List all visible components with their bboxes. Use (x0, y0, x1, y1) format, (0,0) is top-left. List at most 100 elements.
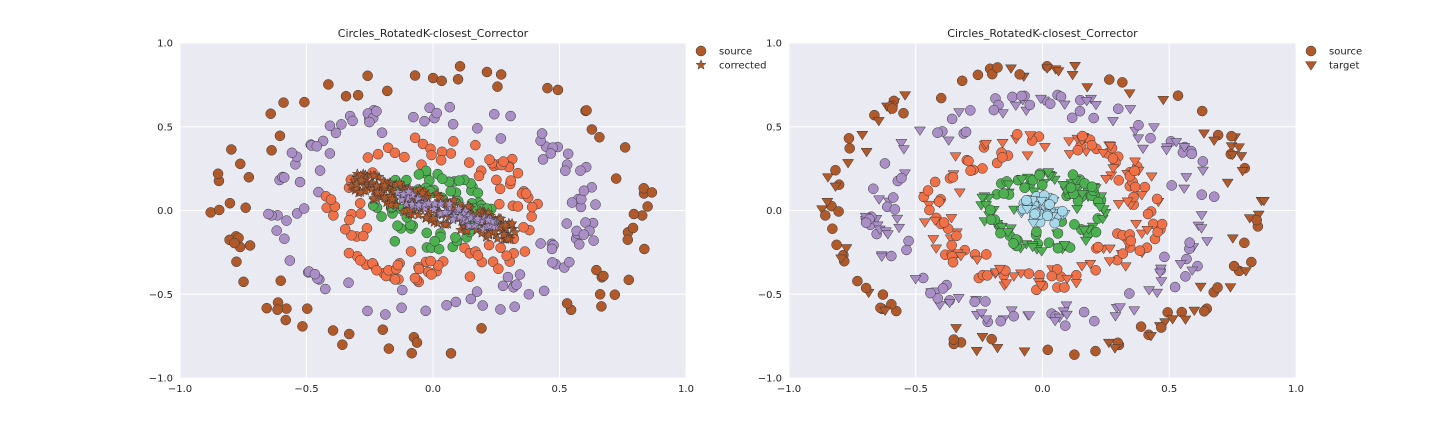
source-point (1186, 148, 1198, 160)
source-point (340, 90, 352, 102)
source-point (1011, 128, 1023, 140)
source-point (505, 175, 517, 186)
target-point (945, 214, 958, 224)
source-point (355, 255, 366, 266)
target-point (1109, 312, 1122, 322)
source-point (324, 148, 336, 159)
source-point (889, 204, 901, 215)
target-point (1143, 286, 1156, 296)
target-point (1052, 67, 1065, 77)
target-point (970, 347, 983, 357)
source-point (492, 81, 503, 92)
target-point (1057, 181, 1070, 191)
source-point (275, 275, 286, 286)
target-point (1009, 101, 1022, 111)
source-point (562, 148, 574, 160)
source-point (1044, 98, 1056, 109)
source-point (494, 198, 505, 210)
source-point (1180, 271, 1191, 282)
source-point (1042, 344, 1054, 356)
source-point (362, 70, 373, 82)
source-point (639, 243, 650, 255)
source-point (495, 304, 506, 315)
source-point (830, 164, 841, 176)
target-point (980, 139, 993, 150)
target-point (1196, 166, 1209, 177)
source-point (1031, 226, 1042, 237)
source-point (372, 148, 384, 160)
source-point (472, 187, 484, 199)
corrected-point (472, 213, 484, 224)
source-point (1246, 256, 1257, 268)
source-point (598, 270, 609, 282)
target-point (1041, 64, 1054, 74)
legend-label: target (1329, 61, 1359, 72)
source-point (1124, 288, 1135, 299)
source-point (481, 66, 493, 78)
source-point (1169, 281, 1181, 293)
target-point (1001, 228, 1014, 238)
target-point (918, 218, 931, 228)
source-point (1008, 310, 1020, 322)
target-point (1023, 311, 1036, 321)
source-point (542, 82, 553, 94)
source-point (441, 300, 452, 311)
source-point (265, 108, 276, 119)
target-point (1063, 137, 1076, 147)
source-point (512, 201, 524, 212)
target-point (1018, 347, 1031, 357)
target-point (1195, 224, 1208, 234)
target-point (996, 109, 1009, 119)
source-point (986, 333, 997, 345)
target-point (1034, 94, 1047, 105)
source-point (445, 185, 457, 197)
corrected-point (413, 199, 425, 210)
legend-marker (695, 59, 707, 70)
source-point (325, 194, 337, 205)
source-point (484, 154, 495, 165)
target-point (1080, 97, 1093, 107)
source-point (1107, 153, 1119, 164)
corrected-point (439, 206, 451, 218)
target-point (879, 306, 891, 317)
source-point (450, 232, 461, 243)
target-point (1005, 64, 1017, 74)
source-point (1034, 170, 1045, 181)
source-point (1042, 210, 1053, 222)
source-point (452, 74, 464, 85)
source-point (224, 197, 236, 209)
source-point (1184, 237, 1195, 248)
source-point (261, 302, 272, 314)
source-point (406, 347, 417, 359)
source-point (444, 101, 456, 113)
target-point (1027, 219, 1040, 229)
source-point (421, 227, 433, 239)
target-point (1195, 211, 1208, 221)
source-point (330, 127, 342, 139)
target-point (954, 252, 967, 262)
source-point (1196, 105, 1208, 117)
source-point (226, 144, 237, 155)
source-point (380, 309, 391, 320)
source-point (896, 172, 907, 184)
y-tick-label: 0.5 (766, 122, 782, 133)
source-point (596, 301, 607, 312)
source-point (628, 208, 640, 220)
target-point (1093, 203, 1106, 213)
source-point (844, 143, 855, 154)
source-point (424, 102, 435, 114)
target-point (816, 205, 829, 215)
source-point (1060, 320, 1071, 331)
target-point (1208, 136, 1221, 147)
target-point (953, 188, 966, 198)
target-point (1002, 180, 1015, 190)
source-point (997, 152, 1008, 163)
source-point (933, 196, 945, 207)
source-point (1065, 182, 1077, 193)
source-point (1226, 130, 1237, 142)
source-point (476, 323, 487, 334)
source-point (1151, 193, 1163, 205)
source-point (495, 69, 507, 80)
target-point (1060, 301, 1073, 311)
target-point (1129, 157, 1141, 167)
